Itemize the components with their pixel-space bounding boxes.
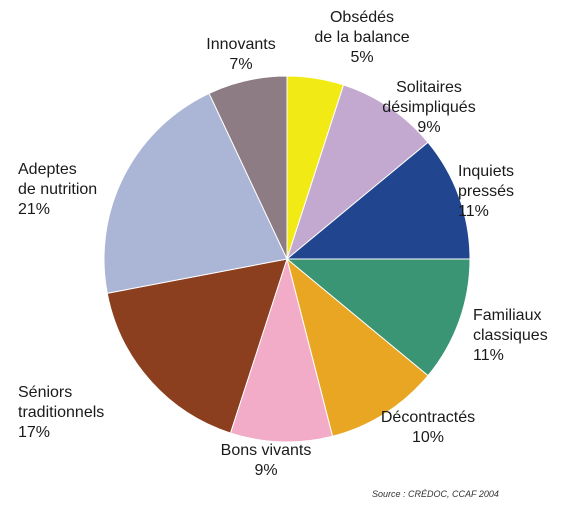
slice-percent: 11% bbox=[458, 203, 489, 220]
slice-label: Décontractés 10% bbox=[381, 408, 475, 448]
slice-name: de la balance bbox=[314, 29, 410, 46]
slice-percent: 11% bbox=[473, 347, 504, 364]
slice-percent: 21% bbox=[18, 201, 51, 218]
slice-percent: 9% bbox=[254, 462, 278, 479]
slice-label: Familiaux classiques 11% bbox=[473, 306, 548, 366]
pie-slice bbox=[286, 257, 429, 437]
slice-name: pressés bbox=[458, 183, 515, 200]
pie-slice bbox=[208, 75, 288, 260]
slice-name: Innovants bbox=[206, 36, 276, 53]
slice-name: Bons vivants bbox=[220, 442, 312, 459]
slice-name: traditionnels bbox=[18, 404, 105, 421]
slice-percent: 17% bbox=[18, 424, 51, 441]
slice-percent: 9% bbox=[417, 119, 441, 136]
slice-name: Séniors bbox=[18, 384, 73, 401]
pie-slice bbox=[285, 258, 471, 377]
pie-slice bbox=[106, 258, 288, 434]
slice-percent: 10% bbox=[411, 429, 445, 446]
pie-slice bbox=[229, 257, 334, 443]
slice-label: Inquiets pressés 11% bbox=[458, 162, 514, 222]
slice-name: de nutrition bbox=[18, 181, 98, 198]
slice-name: Familiaux bbox=[473, 307, 542, 324]
slice-name: Inquiets bbox=[458, 163, 515, 180]
slice-label: Séniors traditionnels 17% bbox=[18, 383, 104, 443]
pie-slice bbox=[103, 92, 288, 294]
slice-name: Adeptes bbox=[18, 161, 77, 178]
slice-percent: 7% bbox=[229, 56, 253, 73]
slice-label: Bons vivants 9% bbox=[221, 441, 312, 481]
slice-label: Obsédés de la balance 5% bbox=[314, 8, 409, 68]
slice-name: désimpliqués bbox=[382, 99, 476, 116]
pie-slice bbox=[285, 141, 471, 260]
slice-label: Solitaires désimpliqués 9% bbox=[382, 78, 475, 138]
slice-label: Adeptes de nutrition 21% bbox=[18, 160, 97, 220]
pie-slice bbox=[285, 84, 429, 261]
slice-name: Obsédés bbox=[329, 9, 395, 26]
slice-name: Décontractés bbox=[380, 409, 476, 426]
slice-percent: 5% bbox=[350, 49, 374, 66]
slice-name: Solitaires bbox=[396, 79, 462, 96]
slice-name: classiques bbox=[473, 327, 548, 344]
source-note: Source : CRÉDOC, CCAF 2004 bbox=[372, 489, 499, 499]
slice-label: Innovants 7% bbox=[206, 35, 275, 75]
